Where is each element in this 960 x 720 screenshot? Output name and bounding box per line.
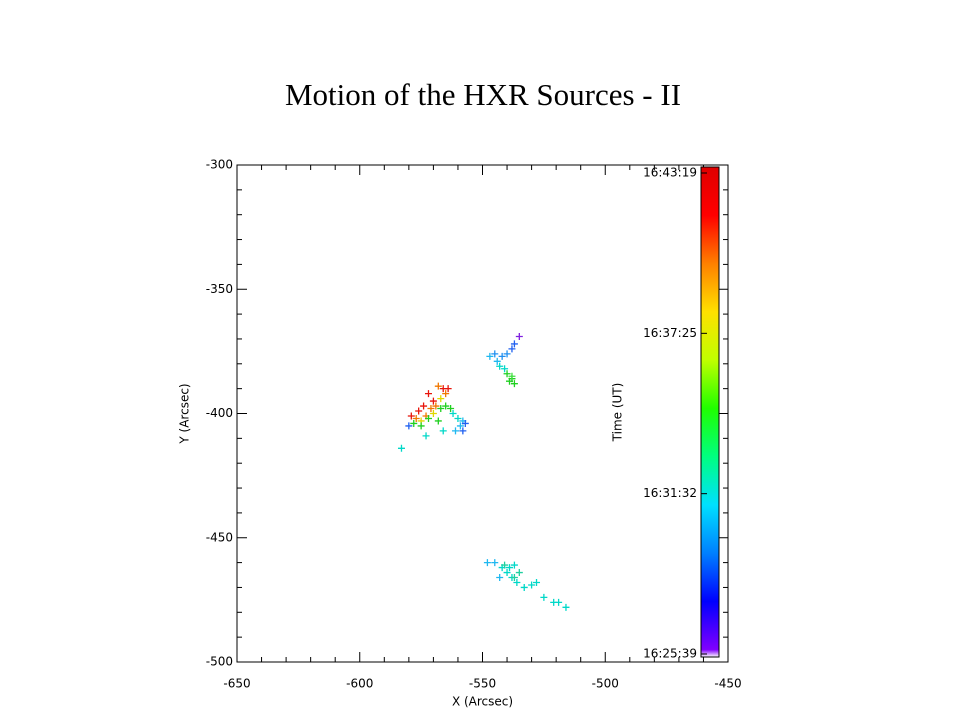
data-point [429, 397, 437, 405]
data-point [533, 578, 541, 586]
y-axis-label: Y (Arcsec) [178, 383, 192, 444]
x-tick-label: -600 [346, 677, 373, 691]
x-axis-label: X (Arcsec) [452, 695, 513, 709]
data-point [503, 370, 511, 378]
data-point [562, 603, 570, 611]
data-point [447, 405, 455, 413]
data-point [405, 422, 413, 430]
y-tick-label: -300 [206, 158, 233, 172]
data-point [508, 372, 516, 380]
y-tick-label: -500 [206, 655, 233, 669]
data-point [515, 332, 523, 340]
data-point [437, 395, 445, 403]
data-point [461, 419, 469, 427]
data-point [520, 583, 528, 591]
data-point [442, 402, 450, 410]
data-point [434, 382, 442, 390]
data-point [508, 345, 516, 353]
data-point [410, 419, 418, 427]
data-point [449, 410, 457, 417]
data-point [528, 581, 536, 589]
y-tick-label: -400 [206, 406, 233, 420]
data-point [515, 569, 523, 577]
x-tick-label: -450 [714, 677, 741, 691]
chart-title: Motion of the HXR Sources - II [285, 77, 681, 112]
data-point [456, 422, 464, 430]
data-point [407, 412, 415, 420]
colorbar-tick-label: 16:25:39 [643, 647, 697, 661]
data-point [540, 593, 548, 601]
data-point [503, 569, 511, 577]
data-point [491, 350, 499, 358]
data-point [486, 352, 494, 360]
y-tick-label: -450 [206, 530, 233, 544]
data-point [510, 340, 518, 348]
data-point [513, 578, 521, 586]
data-point [510, 561, 518, 569]
data-point [496, 574, 504, 582]
data-point [493, 357, 501, 365]
x-tick-label: -650 [223, 677, 250, 691]
data-point [439, 427, 447, 435]
data-point [498, 352, 506, 360]
data-point [496, 362, 504, 370]
data-point [442, 390, 450, 398]
data-point [506, 564, 514, 572]
data-point [427, 405, 435, 413]
data-point [417, 422, 425, 430]
y-tick-label: -350 [206, 282, 233, 296]
x-tick-label: -550 [469, 677, 496, 691]
data-point [397, 444, 405, 452]
data-point [429, 410, 437, 417]
data-point [422, 432, 430, 440]
data-point [555, 598, 563, 606]
data-point [501, 365, 509, 373]
data-point [483, 559, 491, 567]
colorbar-tick-label: 16:43:19 [643, 166, 697, 180]
data-point [424, 390, 432, 398]
data-point [444, 385, 452, 393]
data-point [510, 574, 518, 582]
data-point [424, 414, 432, 422]
data-point [434, 417, 442, 425]
data-point [459, 427, 467, 435]
data-point [454, 414, 462, 422]
data-point [415, 407, 423, 415]
data-point [437, 405, 445, 413]
plot-frame [236, 164, 729, 663]
colorbar [700, 166, 720, 658]
colorbar-label: Time (UT) [611, 383, 625, 443]
data-point [412, 414, 420, 422]
colorbar-tick-label: 16:31:32 [643, 486, 697, 500]
colorbar-tick-label: 16:37:25 [643, 326, 697, 340]
data-point [491, 559, 499, 567]
data-point [432, 402, 440, 410]
data-point [506, 377, 514, 385]
data-point [451, 427, 459, 435]
data-point [503, 350, 511, 358]
data-point [420, 402, 428, 410]
data-point [510, 380, 518, 388]
x-tick-label: -500 [592, 677, 619, 691]
data-point [501, 561, 509, 569]
